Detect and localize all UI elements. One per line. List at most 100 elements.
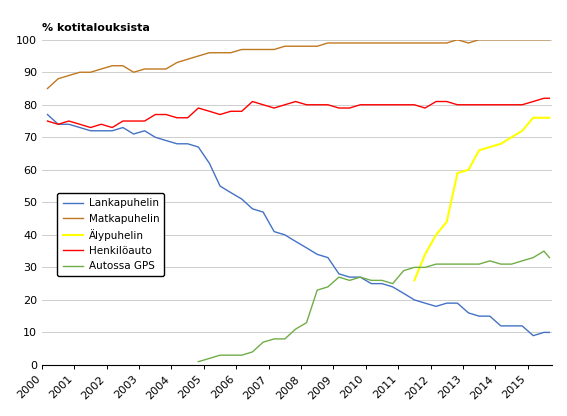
Henkilöauto	[184, 115, 191, 120]
Älypuhelin	[433, 233, 439, 238]
Matkapuhelin	[454, 37, 461, 42]
Autossa GPS	[443, 262, 450, 267]
Autossa GPS	[486, 258, 493, 263]
Matkapuhelin	[141, 67, 148, 72]
Henkilöauto	[98, 122, 105, 127]
Autossa GPS	[238, 353, 245, 358]
Lankapuhelin	[206, 161, 213, 166]
Matkapuhelin	[195, 54, 202, 59]
Autossa GPS	[476, 262, 483, 267]
Lankapuhelin	[546, 330, 553, 335]
Matkapuhelin	[422, 40, 429, 45]
Lankapuhelin	[346, 275, 353, 280]
Matkapuhelin	[433, 40, 439, 45]
Lankapuhelin	[411, 297, 418, 302]
Älypuhelin	[486, 144, 493, 149]
Henkilöauto	[217, 112, 223, 117]
Autossa GPS	[227, 353, 234, 358]
Autossa GPS	[206, 356, 213, 361]
Matkapuhelin	[292, 44, 299, 49]
Autossa GPS	[497, 262, 504, 267]
Älypuhelin	[422, 252, 429, 257]
Henkilöauto	[390, 102, 396, 107]
Matkapuhelin	[336, 40, 342, 45]
Älypuhelin	[443, 219, 450, 224]
Matkapuhelin	[55, 76, 62, 81]
Henkilöauto	[174, 115, 180, 120]
Henkilöauto	[400, 102, 407, 107]
Lankapuhelin	[465, 310, 472, 315]
Lankapuhelin	[87, 128, 94, 133]
Autossa GPS	[292, 327, 299, 332]
Henkilöauto	[368, 102, 375, 107]
Autossa GPS	[530, 255, 536, 260]
Matkapuhelin	[184, 57, 191, 62]
Autossa GPS	[508, 262, 515, 267]
Matkapuhelin	[303, 44, 310, 49]
Lankapuhelin	[98, 128, 105, 133]
Matkapuhelin	[497, 37, 504, 42]
Lankapuhelin	[77, 125, 83, 130]
Henkilöauto	[206, 109, 213, 114]
Henkilöauto	[476, 102, 483, 107]
Henkilöauto	[314, 102, 320, 107]
Lankapuhelin	[109, 128, 116, 133]
Lankapuhelin	[433, 304, 439, 309]
Autossa GPS	[422, 265, 429, 270]
Matkapuhelin	[77, 70, 83, 75]
Lankapuhelin	[324, 255, 331, 260]
Lankapuhelin	[303, 245, 310, 250]
Autossa GPS	[314, 287, 320, 292]
Henkilöauto	[195, 106, 202, 111]
Lankapuhelin	[422, 301, 429, 306]
Matkapuhelin	[120, 63, 126, 68]
Älypuhelin	[508, 135, 515, 140]
Autossa GPS	[540, 249, 547, 254]
Lankapuhelin	[379, 281, 386, 286]
Henkilöauto	[141, 119, 148, 124]
Matkapuhelin	[217, 50, 223, 55]
Autossa GPS	[465, 262, 472, 267]
Matkapuhelin	[87, 70, 94, 75]
Line: Matkapuhelin: Matkapuhelin	[48, 40, 549, 89]
Lankapuhelin	[130, 131, 137, 136]
Henkilöauto	[336, 106, 342, 111]
Älypuhelin	[497, 141, 504, 146]
Autossa GPS	[303, 320, 310, 325]
Matkapuhelin	[486, 37, 493, 42]
Henkilöauto	[120, 119, 126, 124]
Autossa GPS	[346, 278, 353, 283]
Matkapuhelin	[281, 44, 288, 49]
Autossa GPS	[433, 262, 439, 267]
Matkapuhelin	[44, 86, 51, 91]
Lankapuhelin	[530, 333, 536, 338]
Matkapuhelin	[174, 60, 180, 65]
Lankapuhelin	[357, 275, 363, 280]
Henkilöauto	[271, 106, 278, 111]
Henkilöauto	[433, 99, 439, 104]
Autossa GPS	[411, 265, 418, 270]
Henkilöauto	[130, 119, 137, 124]
Lankapuhelin	[519, 323, 526, 328]
Text: % kotitalouksista: % kotitalouksista	[42, 23, 150, 33]
Legend: Lankapuhelin, Matkapuhelin, Älypuhelin, Henkilöauto, Autossa GPS: Lankapuhelin, Matkapuhelin, Älypuhelin, …	[57, 193, 164, 276]
Henkilöauto	[465, 102, 472, 107]
Matkapuhelin	[130, 70, 137, 75]
Matkapuhelin	[443, 40, 450, 45]
Autossa GPS	[519, 258, 526, 263]
Henkilöauto	[87, 125, 94, 130]
Matkapuhelin	[530, 37, 536, 42]
Henkilöauto	[109, 125, 116, 130]
Henkilöauto	[292, 99, 299, 104]
Lankapuhelin	[65, 122, 72, 127]
Lankapuhelin	[217, 183, 223, 188]
Matkapuhelin	[163, 67, 170, 72]
Henkilöauto	[422, 106, 429, 111]
Matkapuhelin	[206, 50, 213, 55]
Lankapuhelin	[141, 128, 148, 133]
Line: Autossa GPS: Autossa GPS	[198, 251, 549, 362]
Älypuhelin	[546, 115, 553, 120]
Matkapuhelin	[314, 44, 320, 49]
Lankapuhelin	[368, 281, 375, 286]
Lankapuhelin	[497, 323, 504, 328]
